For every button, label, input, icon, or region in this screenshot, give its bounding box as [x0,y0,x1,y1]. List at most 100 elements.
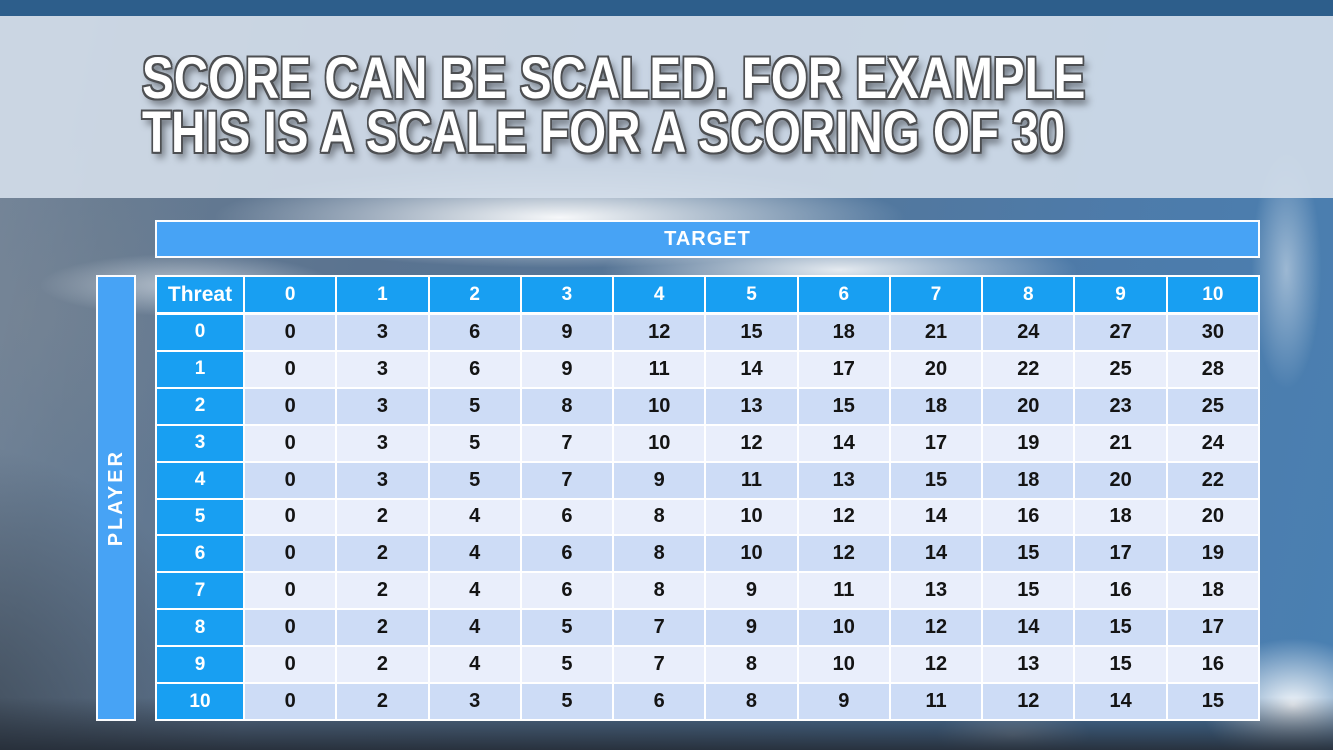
score-cell: 18 [983,462,1074,498]
score-cell: 21 [890,315,982,350]
score-cell: 11 [798,573,889,609]
score-cell: 25 [1075,351,1166,387]
score-cell: 6 [521,499,613,535]
row-header-cell: 3 [157,425,243,461]
score-cell: 20 [1167,499,1258,535]
score-cell: 10 [798,647,889,683]
score-cell: 2 [337,536,428,572]
score-cell: 16 [1167,647,1258,683]
score-cell: 0 [245,610,336,646]
score-cell: 2 [337,684,428,719]
col-header-cell: 8 [983,277,1074,312]
score-cell: 0 [245,462,336,498]
title-line-2: THIS IS A SCALE FOR A SCORING OF 30 [142,100,1066,165]
score-cell: 24 [1167,425,1258,461]
threat-corner-cell: Threat [157,277,243,312]
score-cell: 23 [1075,388,1166,424]
row-header-cell: 8 [157,610,243,646]
score-cell: 10 [614,425,705,461]
score-cell: 15 [1075,647,1166,683]
player-axis-label-text: PLAYER [104,449,127,547]
target-axis-label-text: TARGET [664,227,751,250]
score-cell: 15 [983,573,1074,609]
score-cell: 30 [1167,315,1258,350]
score-cell: 10 [614,388,705,424]
score-cell: 17 [890,425,982,461]
score-cell: 5 [429,462,520,498]
row-header-cell: 10 [157,684,243,719]
score-cell: 13 [983,647,1074,683]
score-cell: 0 [245,351,336,387]
score-cell: 17 [1167,610,1258,646]
score-cell: 12 [890,610,982,646]
col-header-cell: 7 [890,277,982,312]
score-cell: 12 [890,647,982,683]
score-cell: 11 [614,351,705,387]
score-cell: 2 [337,499,428,535]
row-header-cell: 7 [157,573,243,609]
score-cell: 3 [337,462,428,498]
score-cell: 8 [614,573,705,609]
score-cell: 6 [521,536,613,572]
score-cell: 15 [983,536,1074,572]
score-cell: 9 [798,684,889,719]
score-cell: 7 [614,647,705,683]
target-axis-label: TARGET [155,220,1260,258]
score-cell: 5 [521,684,613,719]
score-cell: 15 [890,462,982,498]
score-cell: 8 [614,536,705,572]
score-cell: 10 [706,536,797,572]
row-header-cell: 4 [157,462,243,498]
score-cell: 13 [706,388,797,424]
row-header-cell: 5 [157,499,243,535]
row-header-cell: 9 [157,647,243,683]
score-cell: 0 [245,684,336,719]
score-cell: 15 [1075,610,1166,646]
score-cell: 9 [521,351,613,387]
top-accent-bar [0,0,1333,16]
score-cell: 7 [521,462,613,498]
score-cell: 0 [245,536,336,572]
score-cell: 0 [245,573,336,609]
col-header-cell: 1 [337,277,428,312]
score-cell: 9 [521,315,613,350]
score-cell: 28 [1167,351,1258,387]
score-cell: 2 [337,573,428,609]
col-header-cell: 4 [614,277,705,312]
score-cell: 8 [614,499,705,535]
score-cell: 0 [245,315,336,350]
score-cell: 9 [614,462,705,498]
score-cell: 10 [706,499,797,535]
col-header-cell: 5 [706,277,797,312]
score-cell: 3 [337,315,428,350]
score-cell: 13 [798,462,889,498]
score-cell: 19 [983,425,1074,461]
score-cell: 15 [798,388,889,424]
score-cell: 8 [521,388,613,424]
score-cell: 15 [706,315,797,350]
score-cell: 0 [245,499,336,535]
score-cell: 5 [429,388,520,424]
score-cell: 20 [983,388,1074,424]
title-line-1: SCORE CAN BE SCALED. FOR EXAMPLE [142,46,1086,111]
score-cell: 11 [890,684,982,719]
score-cell: 25 [1167,388,1258,424]
score-cell: 6 [521,573,613,609]
score-cell: 8 [706,684,797,719]
score-cell: 4 [429,536,520,572]
score-cell: 0 [245,388,336,424]
row-header-cell: 6 [157,536,243,572]
row-header-cell: 2 [157,388,243,424]
score-cell: 10 [798,610,889,646]
score-cell: 3 [337,351,428,387]
score-cell: 6 [429,315,520,350]
score-cell: 16 [983,499,1074,535]
score-cell: 3 [337,388,428,424]
col-header-cell: 6 [798,277,889,312]
score-cell: 14 [890,536,982,572]
score-cell: 9 [706,573,797,609]
score-cell: 4 [429,647,520,683]
player-axis-label: PLAYER [96,275,136,721]
score-cell: 21 [1075,425,1166,461]
table-header-row: Threat 0 1 2 3 4 5 6 7 8 9 10 [157,277,1258,312]
